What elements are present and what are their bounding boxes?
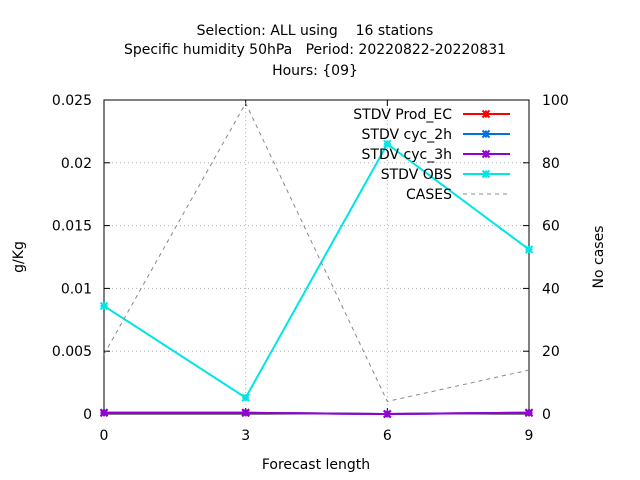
legend-entry: STDV cyc_3h [362,147,510,163]
data-point [383,409,392,419]
y-axis-label: g/Kg [11,241,27,273]
y2-tick-label: 100 [542,93,569,109]
legend-label: STDV cyc_2h [362,127,452,143]
data-point [99,408,109,417]
y2-tick-label: 40 [542,281,560,297]
y-tick-label: 0.02 [61,156,92,172]
x-tick-label: 9 [525,428,534,444]
y2-tick-label: 80 [542,156,560,172]
y-tick-label: 0 [83,407,92,423]
y-tick-label: 0.025 [52,93,92,109]
x-tick-label: 0 [100,428,109,444]
y2-tick-label: 20 [542,344,560,360]
series-stdv-cyc-3h [99,408,534,419]
data-point [524,408,534,417]
chart-title-line-1: Selection: ALL using 16 stations [197,23,434,39]
data-point [241,393,250,402]
data-point [241,408,250,417]
legend-marker [481,169,491,179]
legend-entry: STDV cyc_2h [362,127,510,143]
legend-marker [481,129,491,139]
data-point [99,301,109,311]
legend-entry: CASES [406,187,510,203]
y2-axis-label: No cases [591,226,607,289]
legend-label: CASES [406,187,452,203]
y-tick-label: 0.01 [61,281,92,297]
chart-title-line-3: Hours: {09} [272,63,358,79]
series-stdv-obs [99,139,534,402]
y2-tick-label: 0 [542,407,551,423]
plot-frame [103,99,530,415]
legend-entry: STDV OBS [381,167,510,183]
legend-marker [481,149,491,159]
legend-label: STDV Prod_EC [353,107,452,123]
series-line [103,142,530,400]
series-line [103,102,530,403]
y2-tick-label: 60 [542,219,560,235]
grid-layer [104,100,529,414]
y-tick-label: 0.005 [52,344,92,360]
series-line [104,411,530,416]
data-point [383,139,392,149]
x-tick-label: 3 [241,428,250,444]
axes-layer: 0 0.005 0.01 0.015 0.02 0.025 0 20 40 60 80 100 0 3 6 9 [52,93,569,444]
legend: STDV Prod_EC STDV cyc_2h STDV cyc_3h STDV O… [353,107,510,203]
x-tick-label: 6 [383,428,392,444]
data-point [524,245,534,254]
series-layer [99,102,534,419]
legend-marker [481,109,491,119]
chart-title-line-2: Specific humidity 50hPa Period: 20220822… [124,42,506,58]
x-axis-label: Forecast length [262,457,370,473]
series-cases [103,102,530,403]
legend-label: STDV OBS [381,167,452,183]
legend-label: STDV cyc_3h [362,147,452,163]
legend-entry: STDV Prod_EC [353,107,510,123]
y-tick-label: 0.015 [52,219,92,235]
